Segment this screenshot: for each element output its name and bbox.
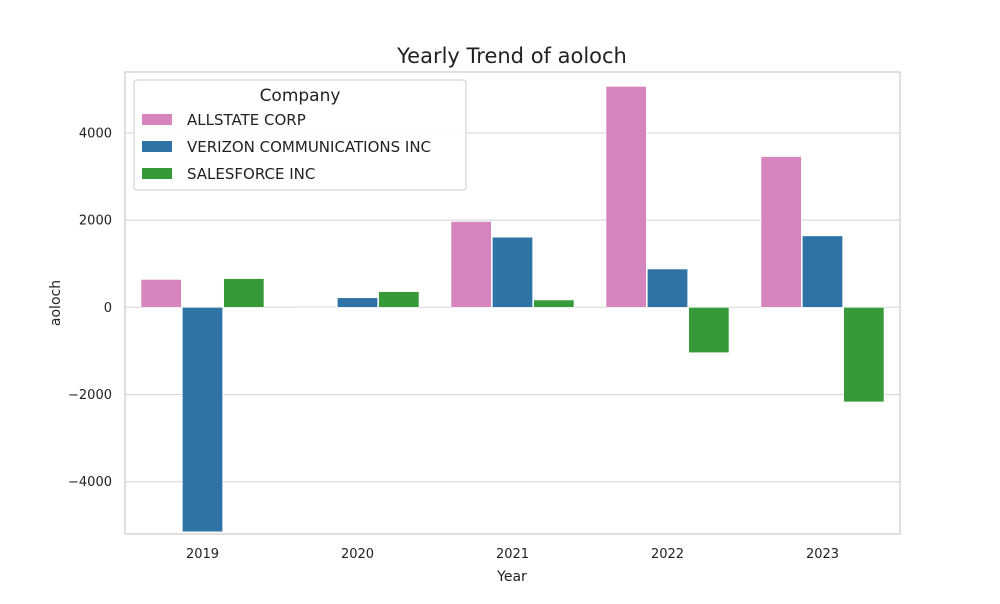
x-axis-label: Year bbox=[496, 569, 527, 585]
legend-swatch bbox=[142, 114, 172, 125]
bar-verizon-communications-inc-2023 bbox=[802, 235, 843, 308]
bar-allstate-corp-2020 bbox=[295, 306, 337, 308]
bar-salesforce-inc-2023 bbox=[843, 307, 885, 403]
y-tick-label: 0 bbox=[104, 301, 112, 316]
x-tick-label: 2021 bbox=[496, 547, 529, 562]
y-axis-label: aoloch bbox=[48, 280, 64, 326]
y-tick-label: 4000 bbox=[79, 127, 112, 142]
bar-verizon-communications-inc-2021 bbox=[492, 236, 533, 308]
y-tick-label: 2000 bbox=[79, 214, 112, 229]
legend: Company ALLSTATE CORP VERIZON COMMUNICATI… bbox=[133, 79, 467, 191]
bar-allstate-corp-2022 bbox=[605, 86, 647, 308]
bar-salesforce-inc-2019 bbox=[223, 278, 265, 308]
bar-allstate-corp-2021 bbox=[450, 221, 492, 308]
legend-entry-label: ALLSTATE CORP bbox=[187, 111, 306, 129]
legend-title: Company bbox=[260, 86, 341, 106]
x-tick-label: 2019 bbox=[186, 547, 219, 562]
plot-frame bbox=[124, 71, 901, 535]
legend-swatch bbox=[142, 141, 172, 152]
x-tick-label: 2022 bbox=[651, 547, 684, 562]
legend-swatch bbox=[142, 168, 172, 179]
bar-verizon-communications-inc-2022 bbox=[647, 268, 688, 308]
x-tick-labels: 2019 2020 2021 2022 2023 bbox=[186, 547, 839, 562]
bar-salesforce-inc-2020 bbox=[378, 291, 420, 308]
chart-title: Yearly Trend of aoloch bbox=[396, 44, 627, 68]
legend-box bbox=[133, 79, 467, 191]
y-tick-labels: −4000 −2000 0 2000 4000 bbox=[68, 127, 112, 491]
bar-salesforce-inc-2021 bbox=[533, 299, 575, 308]
x-tick-label: 2020 bbox=[341, 547, 374, 562]
y-tick-label: −4000 bbox=[68, 475, 112, 490]
bar-allstate-corp-2023 bbox=[760, 156, 802, 308]
bars bbox=[140, 86, 885, 533]
bar-salesforce-inc-2022 bbox=[688, 307, 730, 353]
bar-verizon-communications-inc-2019 bbox=[182, 307, 223, 533]
x-tick-label: 2023 bbox=[806, 547, 839, 562]
legend-entry-label: SALESFORCE INC bbox=[187, 165, 315, 183]
y-tick-label: −2000 bbox=[68, 388, 112, 403]
bar-allstate-corp-2019 bbox=[140, 279, 182, 308]
bar-verizon-communications-inc-2020 bbox=[337, 297, 378, 308]
legend-entry-label: VERIZON COMMUNICATIONS INC bbox=[187, 138, 431, 156]
